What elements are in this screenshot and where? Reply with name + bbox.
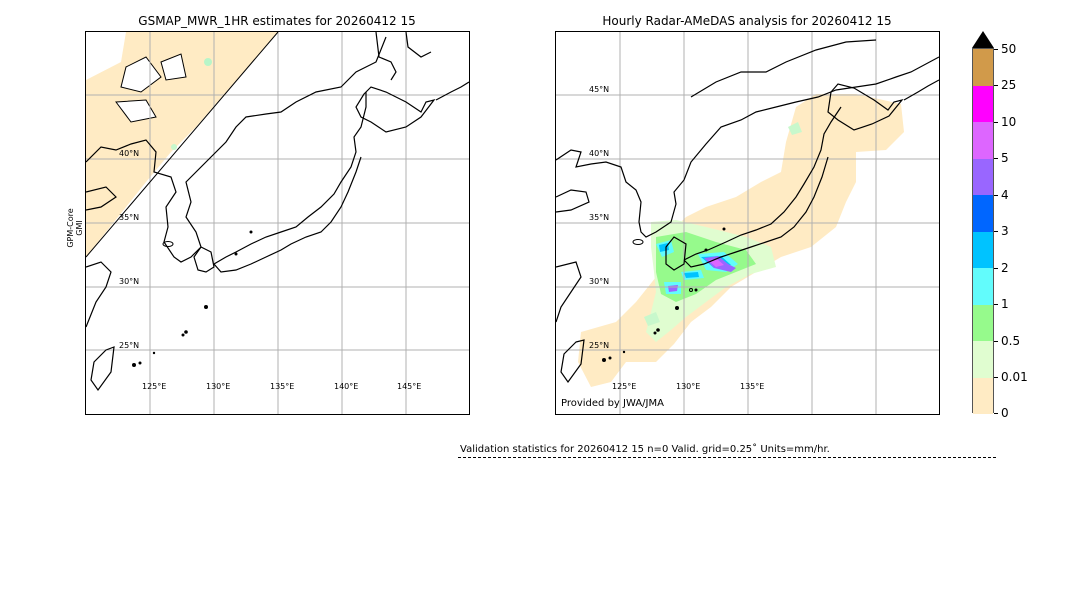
validation-statistics-text: Validation statistics for 20260412 15 n=…: [460, 444, 830, 455]
left-map-canvas: [86, 32, 469, 414]
sensor-label-line2: GMI: [75, 220, 84, 236]
coastlines: [86, 32, 469, 392]
right-lon-label-135: 135°E: [740, 382, 765, 391]
colorbar-extend-arrow: [972, 31, 994, 48]
right-lat-label-30: 30°N: [589, 277, 610, 286]
left-lat-label-25: 25°N: [119, 341, 140, 350]
right-map-title: Hourly Radar-AMeDAS analysis for 2026041…: [602, 14, 892, 28]
left-map-title: GSMAP_MWR_1HR estimates for 20260412 15: [138, 14, 416, 28]
islands: [132, 230, 253, 367]
colorbar-segment-05-1: [973, 305, 993, 341]
validation-divider: [458, 457, 996, 458]
islands: [602, 227, 726, 362]
left-lon-label-145: 145°E: [397, 382, 422, 391]
colorbar-label-3: 3: [1001, 224, 1009, 238]
colorbar-segment-4-5: [973, 159, 993, 195]
right-lat-label-35: 35°N: [589, 213, 610, 222]
colorbar-segment-2-3: [973, 232, 993, 268]
colorbar-segment-0-001: [973, 378, 993, 414]
graticule: [86, 32, 469, 414]
colorbar-segment-5-10: [973, 122, 993, 159]
right-lon-label-130: 130°E: [676, 382, 701, 391]
right-map-canvas: [556, 32, 939, 414]
left-lat-label-40: 40°N: [119, 149, 140, 158]
colorbar-label-5: 5: [1001, 151, 1009, 165]
left-lon-label-135: 135°E: [270, 382, 295, 391]
right-lat-label-25: 25°N: [589, 341, 610, 350]
colorbar-label-50: 50: [1001, 42, 1017, 56]
left-map[interactable]: [85, 31, 470, 415]
graticule: [556, 32, 939, 414]
colorbar: [972, 48, 994, 414]
colorbar-label-0.5: 0.5: [1001, 334, 1021, 348]
data-credit: Provided by JWA/JMA: [561, 398, 664, 409]
colorbar-label-1: 1: [1001, 297, 1009, 311]
left-lat-label-30: 30°N: [119, 277, 140, 286]
left-lon-label-140: 140°E: [334, 382, 359, 391]
colorbar-label-0: 0: [1001, 406, 1009, 420]
left-map-sensor-label: GPM-Core GMI: [66, 198, 84, 258]
right-lat-label-40: 40°N: [589, 149, 610, 158]
colorbar-segment-1-2: [973, 268, 993, 305]
colorbar-segment-25-50: [973, 49, 993, 86]
colorbar-segment-3-4: [973, 195, 993, 232]
right-lon-label-125: 125°E: [612, 382, 637, 391]
left-lon-label-130: 130°E: [206, 382, 231, 391]
sensor-label-line1: GPM-Core: [66, 208, 75, 248]
colorbar-label-2: 2: [1001, 261, 1009, 275]
colorbar-label-10: 10: [1001, 115, 1017, 129]
colorbar-label-25: 25: [1001, 78, 1017, 92]
coastlines: [556, 39, 939, 384]
left-lat-label-35: 35°N: [119, 213, 140, 222]
colorbar-segment-10-25: [973, 86, 993, 122]
right-lat-label-45: 45°N: [589, 85, 610, 94]
colorbar-segment-001-05: [973, 341, 993, 378]
colorbar-label-4: 4: [1001, 188, 1009, 202]
left-lon-label-125: 125°E: [142, 382, 167, 391]
right-map[interactable]: [555, 31, 940, 415]
colorbar-label-0.01: 0.01: [1001, 370, 1028, 384]
